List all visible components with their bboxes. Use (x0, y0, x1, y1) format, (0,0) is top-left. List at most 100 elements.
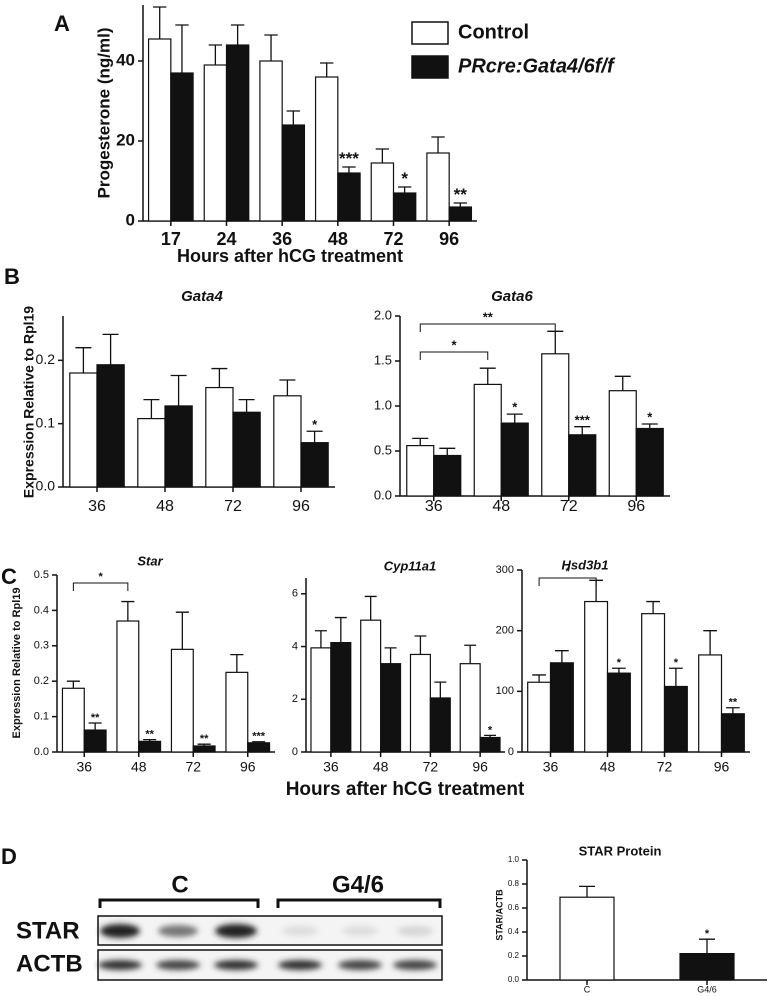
x-tick-label: 72 (185, 759, 201, 775)
error-bar (484, 734, 497, 738)
error-bar (286, 110, 300, 125)
bar (370, 162, 395, 222)
error-bar (153, 6, 167, 39)
y-axis-label: Expression Relative to Rpl19 (11, 588, 23, 739)
significance-label: * (674, 657, 679, 669)
panel-label: D (1, 844, 17, 869)
significance-label: * (312, 417, 318, 432)
error-bar (532, 674, 546, 683)
x-tick-label: 96 (240, 759, 256, 775)
x-tick-label: 48 (492, 498, 510, 515)
bar (641, 613, 666, 753)
chart-title: Star (137, 553, 163, 568)
blot-bands (98, 924, 437, 970)
bar (392, 192, 417, 222)
legend-label: Control (458, 21, 529, 43)
bar (314, 76, 339, 222)
error-bar (439, 447, 456, 456)
error-bar (703, 630, 717, 655)
x-tick-label: 17 (161, 229, 181, 249)
y-tick-label: 300 (496, 564, 514, 576)
error-bar (555, 650, 569, 663)
bar (433, 454, 462, 497)
western-blot: C G4/6 STAR ACTB (16, 871, 443, 981)
error-bar (208, 44, 223, 65)
legend-label: PRcre:Gata4/6f/f (458, 55, 616, 77)
bar (310, 647, 332, 753)
panel-label: C (1, 564, 17, 589)
bar (720, 713, 745, 753)
error-bar (412, 437, 429, 446)
error-bar (175, 611, 189, 650)
bar (281, 124, 306, 222)
significance-label: ** (454, 185, 468, 204)
y-tick-label: 2.0 (374, 307, 392, 322)
bar (448, 206, 473, 222)
bar (429, 697, 451, 753)
significance-bracket (419, 351, 489, 360)
error-bar (669, 667, 683, 687)
significance-bracket (72, 582, 129, 591)
x-tick-label: 96 (439, 229, 459, 249)
blot-strip (97, 915, 443, 946)
x-tick-label: 36 (323, 759, 339, 775)
y-tick-label: 0 (126, 210, 135, 229)
y-tick-label: 0.6 (508, 903, 520, 912)
y-tick-label: 4 (292, 640, 298, 652)
bar (380, 663, 402, 753)
x-tick-label: 36 (543, 759, 559, 775)
error-bar (431, 136, 445, 153)
bar (473, 383, 502, 497)
bar (116, 620, 140, 753)
significance-label: * (401, 169, 408, 188)
blot-group-label: G4/6 (332, 871, 384, 898)
blot-group-label: C (171, 871, 188, 898)
bar (663, 685, 688, 753)
y-tick-label: 0.0 (374, 487, 392, 502)
error-bar (320, 62, 334, 77)
significance-label: ** (145, 729, 154, 741)
y-axis-label: Progesterone (ng/ml) (94, 28, 113, 199)
blot-row-label: STAR (16, 917, 80, 944)
bar (360, 619, 382, 753)
y-tick-label: 0.2 (36, 351, 56, 367)
x-tick-label: C (584, 984, 591, 994)
error-bar (384, 647, 397, 664)
y-tick-label: 100 (496, 685, 514, 697)
chart-title: Hsd3b1 (562, 557, 609, 572)
x-axis-label: Hours after hCG treatment (177, 246, 403, 266)
bar (549, 662, 574, 753)
y-tick-label: 0.0 (36, 478, 56, 494)
legend-swatch (411, 55, 449, 79)
y-tick-label: 0.2 (508, 951, 520, 960)
y-tick-label: 40 (116, 50, 135, 69)
error-bar (414, 635, 427, 655)
y-tick-label: 0 (508, 746, 514, 758)
x-tick-label: 72 (657, 759, 673, 775)
bracket-label: * (451, 337, 457, 352)
error-bar (75, 347, 92, 373)
y-tick-label: 0.3 (34, 640, 49, 652)
significance-label: * (488, 724, 493, 736)
x-tick-label: 96 (627, 498, 645, 515)
error-bar (230, 24, 245, 45)
bar (170, 648, 194, 753)
error-bar (334, 616, 347, 643)
bracket-label: * (565, 566, 570, 578)
significance-label: ** (729, 697, 738, 709)
error-bar (197, 743, 211, 746)
error-bar (143, 398, 160, 419)
bar (83, 729, 107, 753)
bar (259, 60, 283, 222)
error-bar (170, 374, 187, 406)
significance-label: ** (200, 733, 209, 745)
bar (635, 427, 664, 497)
error-bar (102, 333, 119, 365)
bar (584, 600, 609, 753)
y-tick-label: 0.5 (374, 442, 392, 457)
bar (426, 152, 450, 222)
bar (541, 353, 570, 497)
x-tick-label: 48 (600, 759, 616, 775)
error-bar (614, 375, 631, 391)
blot-strip (97, 949, 443, 981)
